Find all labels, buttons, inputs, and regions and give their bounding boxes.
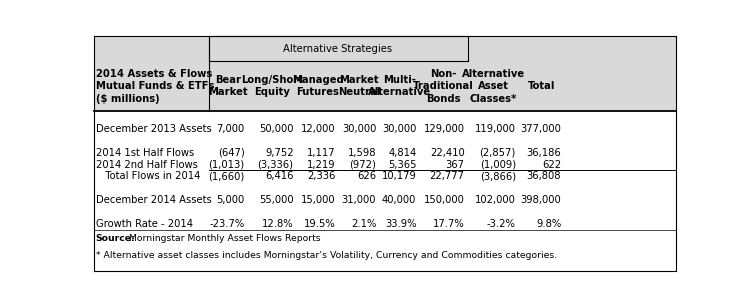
Text: 5,365: 5,365 <box>388 160 416 170</box>
Text: 10,179: 10,179 <box>382 171 416 181</box>
Text: 1,117: 1,117 <box>307 148 336 158</box>
Text: 22,777: 22,777 <box>430 171 465 181</box>
Text: 9.8%: 9.8% <box>536 219 561 229</box>
Text: Source:: Source: <box>95 234 135 243</box>
Text: 4,814: 4,814 <box>388 148 416 158</box>
Text: 36,186: 36,186 <box>526 148 561 158</box>
Text: 626: 626 <box>357 171 376 181</box>
Text: Market
Neutral: Market Neutral <box>338 75 380 97</box>
Text: Total: Total <box>528 81 555 91</box>
Text: 622: 622 <box>542 160 561 170</box>
Text: 17.7%: 17.7% <box>433 219 465 229</box>
Text: 398,000: 398,000 <box>520 195 561 205</box>
Text: 2014 Assets & Flows
Mutual Funds & ETFs
($ millions): 2014 Assets & Flows Mutual Funds & ETFs … <box>95 69 214 104</box>
Text: Multi-
Alternative: Multi- Alternative <box>367 75 431 97</box>
Text: 30,000: 30,000 <box>342 124 376 134</box>
Text: 55,000: 55,000 <box>259 195 294 205</box>
Text: Morningstar Monthly Asset Flows Reports: Morningstar Monthly Asset Flows Reports <box>126 234 321 243</box>
Text: 2014 1st Half Flows: 2014 1st Half Flows <box>95 148 194 158</box>
Text: 2,336: 2,336 <box>308 171 336 181</box>
Text: 36,808: 36,808 <box>526 171 561 181</box>
Text: December 2014 Assets: December 2014 Assets <box>95 195 211 205</box>
Text: 33.9%: 33.9% <box>385 219 416 229</box>
Text: Alternative
Asset
Classes*: Alternative Asset Classes* <box>462 69 525 104</box>
Text: Bear
Market: Bear Market <box>208 75 248 97</box>
Text: 2014 2nd Half Flows: 2014 2nd Half Flows <box>95 160 198 170</box>
Text: (1,013): (1,013) <box>209 160 245 170</box>
Text: 5,000: 5,000 <box>216 195 245 205</box>
Text: Long/Short
Equity: Long/Short Equity <box>241 75 303 97</box>
Text: (1,009): (1,009) <box>480 160 516 170</box>
Text: 15,000: 15,000 <box>301 195 336 205</box>
Text: 129,000: 129,000 <box>424 124 465 134</box>
Text: 6,416: 6,416 <box>265 171 294 181</box>
Text: 30,000: 30,000 <box>382 124 416 134</box>
Text: -23.7%: -23.7% <box>210 219 245 229</box>
Text: Total Flows in 2014: Total Flows in 2014 <box>95 171 200 181</box>
Text: 2.1%: 2.1% <box>351 219 376 229</box>
Text: 22,410: 22,410 <box>430 148 465 158</box>
Text: December 2013 Assets: December 2013 Assets <box>95 124 211 134</box>
Text: Growth Rate - 2014: Growth Rate - 2014 <box>95 219 192 229</box>
Text: Non-
Traditional
Bonds: Non- Traditional Bonds <box>413 69 474 104</box>
Text: -3.2%: -3.2% <box>487 219 516 229</box>
Text: 40,000: 40,000 <box>382 195 416 205</box>
Text: 1,219: 1,219 <box>307 160 336 170</box>
Text: Managed
Futures: Managed Futures <box>292 75 343 97</box>
Text: (647): (647) <box>218 148 245 158</box>
Text: 367: 367 <box>445 160 465 170</box>
Text: 150,000: 150,000 <box>424 195 465 205</box>
Text: (1,660): (1,660) <box>208 171 245 181</box>
Text: 12.8%: 12.8% <box>262 219 294 229</box>
Text: 7,000: 7,000 <box>216 124 245 134</box>
Bar <box>94 36 676 111</box>
Text: Alternative Strategies: Alternative Strategies <box>283 44 393 54</box>
Text: (3,336): (3,336) <box>258 160 294 170</box>
Text: (2,857): (2,857) <box>480 148 516 158</box>
Text: (3,866): (3,866) <box>480 171 516 181</box>
Text: 12,000: 12,000 <box>301 124 336 134</box>
Text: 102,000: 102,000 <box>475 195 516 205</box>
Text: (972): (972) <box>349 160 376 170</box>
Text: 31,000: 31,000 <box>342 195 376 205</box>
Text: 9,752: 9,752 <box>265 148 294 158</box>
Text: 377,000: 377,000 <box>520 124 561 134</box>
Text: 50,000: 50,000 <box>259 124 294 134</box>
Text: * Alternative asset classes includes Morningstar’s Volatility, Currency and Comm: * Alternative asset classes includes Mor… <box>95 251 556 260</box>
Text: 19.5%: 19.5% <box>304 219 336 229</box>
Text: 1,598: 1,598 <box>348 148 376 158</box>
Text: 119,000: 119,000 <box>475 124 516 134</box>
